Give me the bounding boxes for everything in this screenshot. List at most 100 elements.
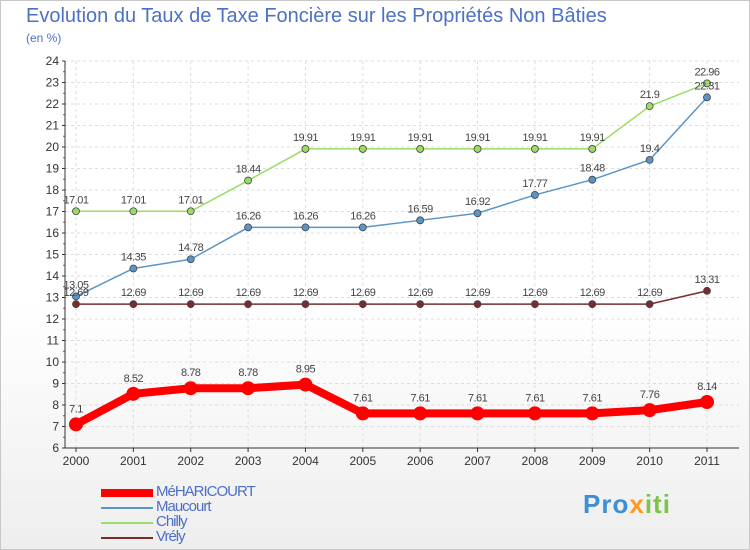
data-label: 19.91 <box>580 132 605 144</box>
y-tick-label: 13 <box>46 291 60 305</box>
data-point <box>355 406 370 421</box>
y-tick-label: 9 <box>52 377 59 391</box>
data-point <box>186 300 195 309</box>
data-point <box>129 207 138 216</box>
data-point <box>241 381 256 396</box>
data-label: 21.9 <box>640 89 660 101</box>
data-point <box>588 145 597 153</box>
data-labels: 7.1 8.52 8.78 8.78 8.95 7.61 7.61 7.61 7.61 7.61 7… <box>63 66 720 415</box>
y-tick-label: 21 <box>46 119 60 133</box>
data-point <box>645 155 654 164</box>
data-point <box>470 406 485 421</box>
legend-swatch-meharicourt <box>101 489 153 497</box>
data-point <box>473 209 482 218</box>
data-label: 12.69 <box>350 287 375 299</box>
y-tick-label: 24 <box>46 54 60 68</box>
data-label: 12.69 <box>465 287 490 299</box>
data-label: 12.69 <box>293 287 318 299</box>
data-point <box>72 207 80 216</box>
series-line-0 <box>72 380 711 429</box>
data-point <box>301 145 310 153</box>
data-label: 19.4 <box>640 143 660 155</box>
y-tick-label: 22 <box>46 97 60 111</box>
data-label: 8.78 <box>181 367 201 379</box>
data-point <box>129 300 138 309</box>
legend-item-chilly: Chilly <box>101 513 361 530</box>
data-label: 19.91 <box>350 132 375 144</box>
data-label: 12.69 <box>408 287 433 299</box>
data-label: 17.01 <box>121 194 146 206</box>
data-point <box>413 406 428 421</box>
data-label: 12.69 <box>580 287 605 299</box>
data-point <box>527 406 542 421</box>
data-label: 14.78 <box>178 242 203 254</box>
data-label: 7.76 <box>640 389 660 401</box>
data-label: 7.61 <box>468 392 488 404</box>
x-tick-label: 2003 <box>235 454 262 468</box>
chart-title: Evolution du Taux de Taxe Foncière sur l… <box>26 5 607 27</box>
x-tick-label: 2005 <box>349 454 376 468</box>
series-line-2 <box>75 82 708 213</box>
data-point <box>642 403 657 418</box>
y-tick-label: 23 <box>46 76 60 90</box>
data-point <box>645 300 654 309</box>
data-label: 17.01 <box>178 194 203 206</box>
data-label: 19.91 <box>522 132 547 144</box>
x-tick-label: 2000 <box>63 454 90 468</box>
data-point <box>358 223 367 232</box>
legend-label-chilly: Chilly <box>156 513 188 530</box>
data-label: 12.69 <box>178 287 203 299</box>
data-label: 8.78 <box>238 367 258 379</box>
legend-swatch-maucourt <box>101 507 153 509</box>
data-label: 8.14 <box>697 381 717 393</box>
y-tick-label: 8 <box>52 398 59 412</box>
data-label: 12.69 <box>63 287 88 299</box>
legend-label-vrely: Vrély <box>156 528 186 545</box>
data-label: 16.59 <box>408 203 433 215</box>
y-tick-label: 18 <box>46 183 60 197</box>
y-tick-label: 12 <box>46 312 60 326</box>
data-point <box>531 191 539 199</box>
data-point <box>301 300 310 309</box>
series-line-3 <box>75 290 708 305</box>
legend-item-meharicourt: MéHARICOURT <box>101 483 361 500</box>
series-group <box>69 79 714 432</box>
x-tick-label: 2011 <box>694 454 720 468</box>
legend: MéHARICOURT Maucourt Chilly Vrély <box>101 483 361 545</box>
data-label: 12.69 <box>637 287 662 299</box>
logo-part-2: x <box>629 489 645 519</box>
data-point <box>531 145 539 153</box>
data-label: 16.26 <box>350 210 375 222</box>
x-tick-label: 2010 <box>636 454 663 468</box>
data-point <box>129 264 138 273</box>
axes: 6 7 8 9 10 11 12 13 14 15 16 17 18 19 20 21 22 23 24 2000 20… <box>46 54 739 468</box>
y-tick-label: 10 <box>46 355 60 369</box>
data-label: 16.26 <box>236 210 261 222</box>
data-point <box>473 145 482 153</box>
data-point <box>358 300 367 309</box>
data-point <box>416 145 425 153</box>
data-point <box>244 223 252 232</box>
y-tick-label: 6 <box>52 441 59 455</box>
data-label: 12.69 <box>236 287 261 299</box>
y-tick-label: 20 <box>46 140 60 154</box>
data-label: 7.61 <box>353 392 373 404</box>
data-point <box>301 223 310 232</box>
x-tick-label: 2009 <box>579 454 606 468</box>
legend-item-maucourt: Maucourt <box>101 498 361 515</box>
data-point <box>186 255 195 264</box>
data-label: 12.69 <box>121 287 146 299</box>
proxiti-logo: Proxiti <box>583 489 671 520</box>
y-tick-label: 19 <box>46 162 60 176</box>
data-point <box>473 300 482 309</box>
data-label: 8.52 <box>124 373 144 385</box>
data-point <box>531 300 539 309</box>
series-line-1 <box>75 96 708 298</box>
data-point <box>72 292 80 301</box>
data-label: 13.31 <box>694 274 719 286</box>
data-point <box>416 300 425 309</box>
data-point <box>585 406 600 421</box>
data-label: 8.95 <box>296 364 316 376</box>
